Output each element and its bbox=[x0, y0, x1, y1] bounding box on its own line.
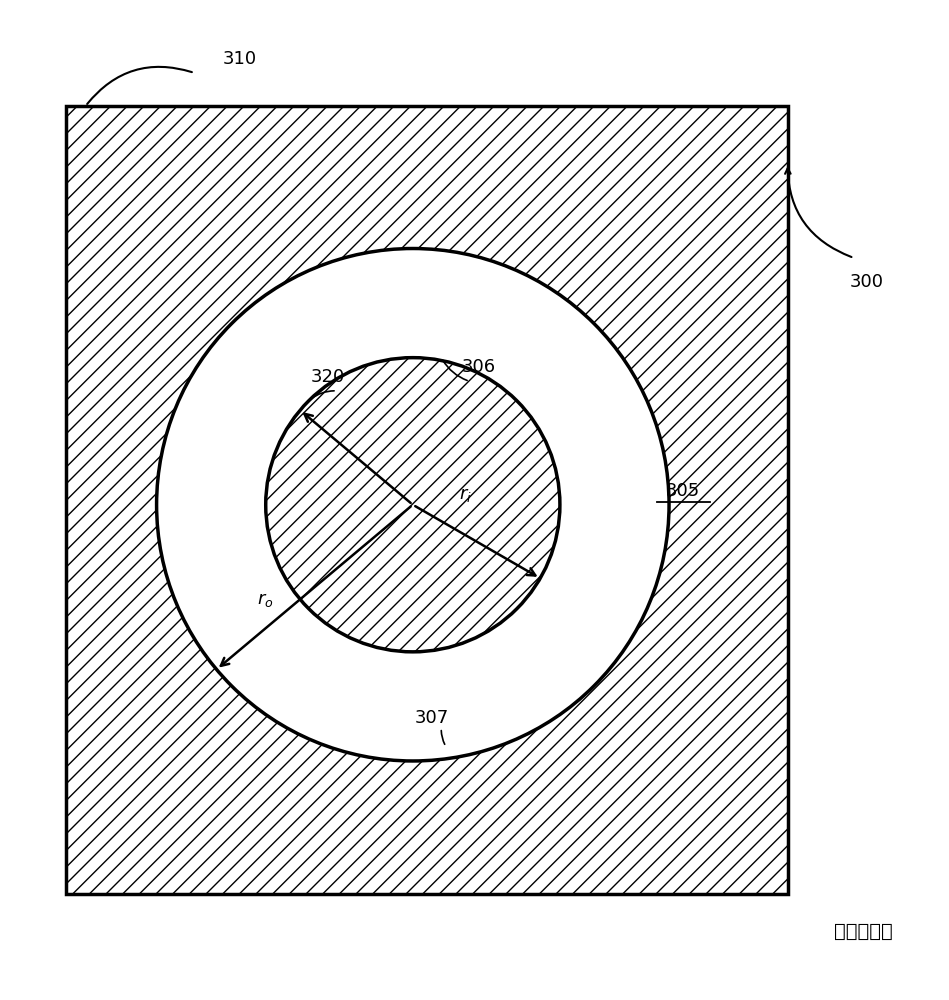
Text: $r_o$: $r_o$ bbox=[257, 591, 274, 609]
Text: 305: 305 bbox=[666, 482, 700, 500]
Text: 310: 310 bbox=[223, 50, 257, 68]
Text: 307: 307 bbox=[415, 709, 449, 727]
Circle shape bbox=[157, 249, 669, 761]
Circle shape bbox=[266, 358, 560, 652]
Bar bbox=[66, 106, 788, 894]
Text: 306: 306 bbox=[462, 358, 496, 376]
Text: $r_i$: $r_i$ bbox=[458, 486, 472, 504]
Text: 320: 320 bbox=[310, 368, 344, 386]
Text: （顶视图）: （顶视图） bbox=[834, 922, 893, 941]
Text: 300: 300 bbox=[849, 273, 884, 291]
